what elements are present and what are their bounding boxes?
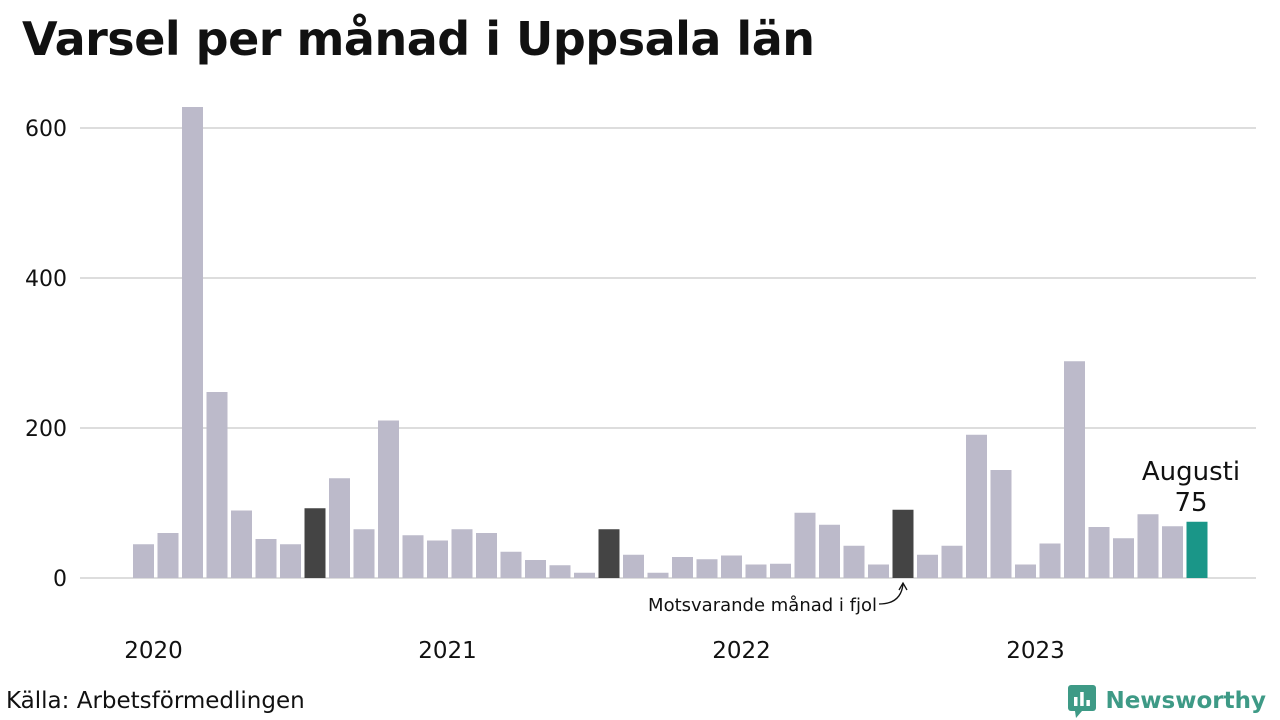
bar [966,434,987,578]
x-axis-ticks: 2020 2021 2022 2023 [124,638,1065,664]
bar [696,559,718,578]
y-tick-label: 0 [53,567,67,592]
y-tick-label: 200 [25,417,67,442]
comparison-label: Motsvarande månad i fjol [648,595,877,616]
bar [1113,538,1134,578]
bar [182,107,203,578]
bar [721,555,742,578]
comparison-arrow [878,583,904,605]
bar [819,524,840,578]
bar [549,565,571,578]
bar [990,470,1012,578]
comparison-arrowhead [898,581,908,591]
bar [1162,526,1183,578]
bar [1015,564,1036,578]
bar [133,544,154,578]
bar [770,563,791,578]
bar [598,529,620,578]
x-tick-label: 2020 [124,638,183,664]
bar [745,564,767,578]
bar [231,510,252,578]
bar [525,560,546,578]
current-value-label: 75 [1174,488,1207,518]
x-tick-label: 2022 [712,638,771,664]
bar [157,533,179,578]
bar [917,554,938,578]
newsworthy-logo-icon [1068,685,1097,718]
bar [280,544,301,578]
current-month-label: Augusti [1142,457,1240,487]
bar [427,540,448,578]
bars [133,107,1208,578]
x-tick-label: 2023 [1006,638,1065,664]
bar [647,572,669,578]
bar [378,420,399,578]
y-tick-label: 600 [25,117,67,142]
bar [304,508,326,578]
bar [353,529,375,578]
y-axis-ticks: 0 200 400 600 [25,117,67,592]
source-note: Källa: Arbetsförmedlingen [6,688,305,714]
bar [794,512,816,578]
x-tick-label: 2021 [418,638,477,664]
bar [1039,543,1061,578]
bar [892,509,914,578]
chart-title: Varsel per månad i Uppsala län [22,12,815,66]
brand-name: Newsworthy [1105,688,1266,714]
bar [451,529,473,578]
bar [500,551,522,578]
bar [402,535,424,578]
y-tick-label: 400 [25,267,67,292]
bar [1137,514,1159,578]
bar [623,554,644,578]
bar [255,539,277,578]
bar [941,545,963,578]
bar [329,478,350,578]
bar [574,572,595,578]
bar [476,533,497,578]
bar [868,564,889,578]
brand-logo: Newsworthy [1067,683,1266,719]
bar [672,557,693,578]
bar [1186,521,1208,578]
bar [843,545,865,578]
bar [1088,527,1110,578]
bar [206,392,228,578]
bar [1064,361,1085,578]
